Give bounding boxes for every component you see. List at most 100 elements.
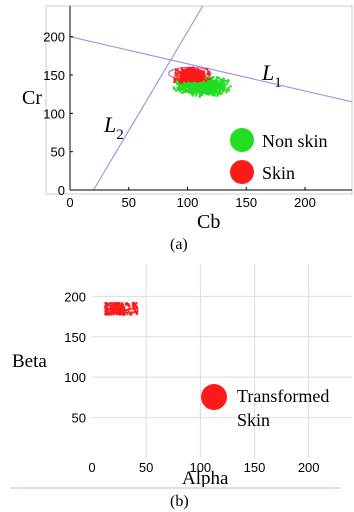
point-transformed-skin [110,312,113,315]
point-nonskin [200,87,203,90]
point-transformed-skin [108,313,110,316]
point-nonskin [211,90,214,93]
point-transformed-skin [123,307,126,310]
y-tick-label-b: 200 [64,289,86,304]
point-nonskin [206,81,209,84]
point-transformed-skin [104,313,106,315]
point-skin [179,77,182,80]
point-skin [200,77,203,80]
point-skin [190,75,194,78]
point-skin [180,73,183,77]
point-skin [188,68,192,72]
point-skin [182,70,185,73]
point-transformed-skin [104,307,107,310]
point-nonskin [190,82,193,86]
point-nonskin [211,94,214,97]
point-transformed-skin [123,309,126,311]
point-nonskin [189,84,192,87]
point-nonskin [225,82,229,85]
point-transformed-skin [136,308,139,311]
point-transformed-skin [117,313,120,316]
legend-label-transformed: Transformed [237,386,329,406]
point-nonskin [201,86,204,89]
l2-subscript: 2 [116,127,124,143]
point-nonskin [177,82,180,86]
point-nonskin [207,84,211,87]
panel-label-a: (a) [170,236,188,253]
point-nonskin [205,92,209,95]
point-skin [204,79,207,83]
x-tick-label-a: 150 [235,195,257,210]
point-nonskin [197,90,201,93]
point-skin [174,74,177,77]
point-transformed-skin [109,302,111,305]
point-skin [181,73,185,77]
point-nonskin [212,87,215,90]
x-tick-label-a: 200 [294,195,316,210]
point-nonskin [176,86,179,89]
point-nonskin [222,90,225,93]
point-transformed-skin [121,311,124,314]
point-skin [208,77,211,80]
point-transformed-skin [106,313,109,316]
point-nonskin [175,79,178,82]
point-transformed-skin [105,313,107,316]
point-transformed-skin [115,304,118,307]
point-skin [190,69,193,72]
point-transformed-skin [135,302,138,304]
point-nonskin [209,91,212,95]
point-nonskin [220,92,223,95]
point-nonskin [177,88,180,91]
point-skin [201,77,204,80]
x-axis-label-b: Alpha [182,468,229,489]
point-nonskin [198,88,201,91]
point-transformed-skin [135,305,138,308]
point-skin [181,77,184,81]
point-nonskin [175,82,179,85]
point-skin [176,72,180,75]
point-skin [208,73,211,76]
point-skin [184,69,187,72]
tick-labels-a: 0 50 100 150 200 0 50 100 150 200 [43,30,316,210]
point-nonskin [211,83,215,86]
point-transformed-skin [113,303,116,306]
point-skin [180,67,184,70]
legend-a: Non skin Skin [230,128,328,184]
point-skin [198,79,201,82]
point-skin [185,69,188,72]
point-skin [186,78,189,81]
point-nonskin [209,90,213,93]
point-nonskin [197,86,200,89]
point-skin [206,72,209,76]
point-skin [174,69,178,72]
point-nonskin [192,83,196,87]
point-transformed-skin [115,306,118,309]
point-skin [184,78,187,81]
point-nonskin [179,86,182,89]
y-tick-label-a: 150 [43,68,65,83]
point-nonskin [174,80,177,83]
point-skin [193,73,197,76]
point-nonskin [188,89,191,92]
point-skin [192,76,196,79]
point-skin [198,76,201,79]
scatter-points-b [104,301,139,316]
point-transformed-skin [134,302,137,305]
point-transformed-skin [118,303,121,306]
point-skin [202,70,205,73]
point-transformed-skin [122,306,124,309]
point-transformed-skin [111,308,114,311]
point-nonskin [217,87,220,90]
point-nonskin [185,81,188,85]
point-nonskin [209,87,212,90]
point-nonskin [196,88,199,91]
point-nonskin [223,84,226,87]
point-transformed-skin [107,302,110,305]
point-transformed-skin [134,308,136,310]
point-transformed-skin [136,306,139,309]
point-transformed-skin [115,302,117,305]
point-nonskin [179,84,182,87]
point-nonskin [215,76,219,79]
point-transformed-skin [106,312,109,315]
point-nonskin [208,87,211,90]
